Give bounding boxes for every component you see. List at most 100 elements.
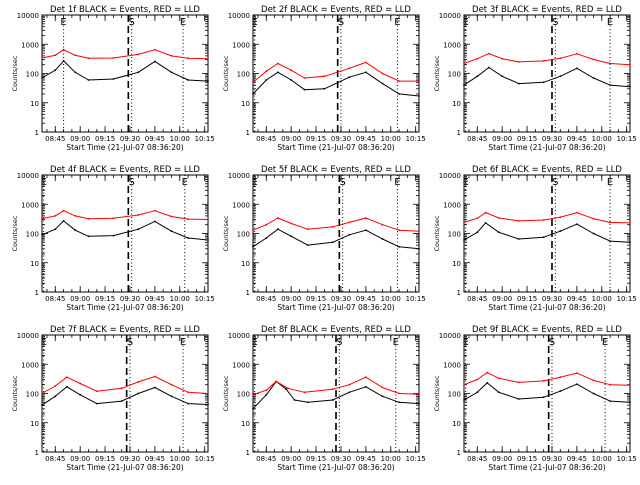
y-tick-label: 100: [448, 391, 461, 399]
x-tick-label: 09:15: [517, 135, 537, 143]
lld-series-point: [275, 380, 278, 383]
events-series-point: [74, 229, 77, 232]
marker-label-E-right: E: [393, 337, 399, 348]
events-series-line: [463, 222, 631, 243]
lld-series-point: [542, 219, 545, 221]
x-tick-label: 09:15: [517, 455, 537, 463]
detector-panel: Det 2f BLACK = Events, RED = LLD 1 10 100 10…: [222, 5, 426, 152]
events-series-point: [187, 402, 190, 405]
x-axis-label: Start Time (21-Jul-07 08:36:20): [66, 303, 183, 312]
y-tick-label: 10: [241, 260, 250, 268]
plot-frame: [463, 14, 631, 133]
events-series-point: [277, 71, 279, 74]
events-series-point: [486, 382, 489, 384]
x-tick-label: 08:45: [45, 295, 65, 303]
events-series-point: [381, 395, 384, 398]
y-tick-label: 10000: [17, 172, 39, 180]
x-tick-label: 09:15: [306, 295, 326, 303]
lld-series-point: [517, 61, 520, 63]
marker-label-S: S: [552, 17, 558, 28]
x-axis-label: Start Time (21-Jul-07 08:36:20): [277, 143, 394, 152]
y-tick-label: 1: [246, 449, 250, 457]
y-axis-label: Counts/sec: [433, 55, 441, 91]
x-tick-label: 10:00: [170, 295, 190, 303]
events-series-point: [592, 232, 595, 235]
lld-series-point: [187, 57, 190, 60]
events-series-point: [285, 388, 288, 391]
events-series-point: [484, 222, 487, 224]
events-series-point: [137, 228, 140, 231]
events-series-point: [154, 60, 156, 63]
lld-series-point: [365, 376, 367, 379]
x-tick-label: 09:00: [70, 295, 90, 303]
lld-series-point: [576, 52, 578, 55]
y-tick-label: 1000: [232, 41, 250, 49]
events-series-point: [517, 82, 520, 85]
lld-series-point: [517, 381, 520, 384]
events-series-point: [293, 399, 296, 401]
lld-series-point: [463, 383, 465, 386]
events-series-point: [542, 396, 545, 399]
events-series-point: [381, 238, 384, 240]
x-tick-label: 09:30: [331, 295, 351, 303]
y-tick-label: 10000: [228, 12, 250, 20]
events-series-line: [252, 380, 420, 410]
lld-series-point: [277, 217, 279, 219]
events-series-point: [187, 237, 190, 239]
lld-series-line: [463, 53, 631, 66]
marker-label-E-left: E: [40, 337, 46, 348]
marker-label-E-right: E: [607, 17, 613, 28]
lld-series-point: [303, 77, 306, 79]
lld-series-point: [609, 221, 611, 224]
x-tick-label: 09:00: [281, 135, 301, 143]
y-tick-label: 1000: [443, 41, 461, 49]
events-series-point: [331, 241, 334, 244]
events-series-point: [592, 392, 595, 395]
lld-series-point: [187, 218, 190, 221]
y-tick-label: 10000: [439, 332, 461, 340]
lld-series-point: [476, 57, 479, 60]
lld-series-point: [74, 215, 77, 217]
lld-series-point: [381, 386, 384, 389]
marker-label-S: S: [336, 337, 342, 348]
lld-series-point: [592, 217, 595, 220]
events-series-point: [463, 239, 465, 241]
lld-series-point: [170, 383, 173, 386]
y-tick-label: 1: [35, 449, 39, 457]
lld-series-point: [542, 60, 545, 62]
x-tick-label: 08:45: [45, 135, 65, 143]
y-tick-label: 10000: [439, 12, 461, 20]
lld-series-point: [398, 229, 400, 232]
lld-series-point: [498, 377, 500, 380]
x-tick-label: 10:15: [406, 135, 426, 143]
plot-frame: [463, 174, 631, 293]
detector-panel: Det 9f BLACK = Events, RED = LLD 1 10 100 10…: [433, 325, 637, 472]
lld-series-point: [463, 221, 465, 224]
x-tick-label: 09:30: [120, 455, 140, 463]
events-series-point: [120, 400, 123, 402]
detector-panel: Det 1f BLACK = Events, RED = LLD 1 10 100 10…: [11, 5, 215, 152]
marker-label-E-left: E: [462, 177, 468, 188]
y-tick-label: 10: [452, 260, 461, 268]
x-tick-label: 08:45: [256, 135, 276, 143]
lld-series-point: [559, 216, 562, 219]
panel-title: Det 3f BLACK = Events, RED = LLD: [472, 5, 622, 15]
lld-series-point: [62, 48, 65, 51]
events-series-point: [265, 79, 268, 81]
lld-series-point: [476, 378, 479, 381]
lld-series-point: [290, 222, 293, 225]
plot-frame: [252, 14, 420, 133]
lld-series-point: [629, 384, 631, 387]
events-series-point: [79, 393, 82, 396]
y-tick-label: 1: [246, 289, 250, 297]
x-tick-label: 08:45: [256, 295, 276, 303]
x-tick-label: 10:15: [617, 135, 637, 143]
marker-label-E-left: E: [251, 17, 257, 28]
y-tick-label: 100: [448, 71, 461, 79]
lld-series-point: [252, 229, 254, 232]
lld-series-point: [154, 375, 156, 378]
events-series-point: [290, 79, 293, 81]
lld-series-point: [265, 223, 268, 226]
y-tick-label: 10000: [17, 332, 39, 340]
lld-series-point: [62, 209, 65, 212]
